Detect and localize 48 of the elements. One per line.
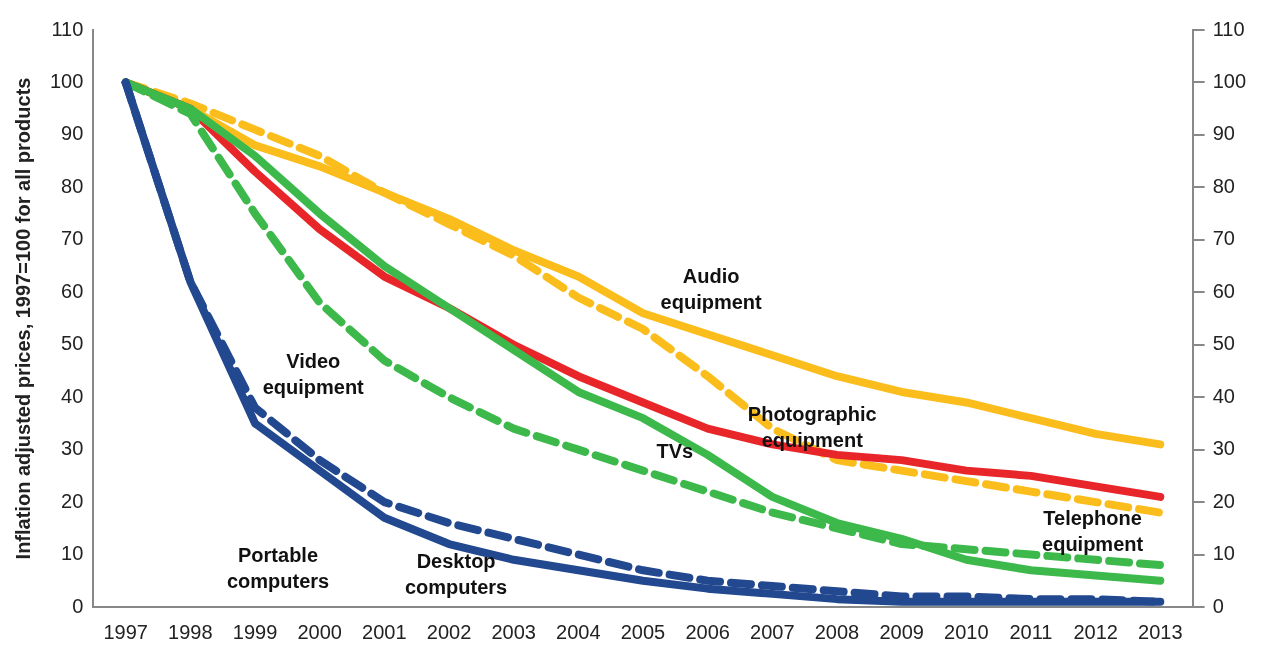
- y-axis-title: Inflation adjusted prices, 1997=100 for all products: [11, 77, 34, 560]
- x-tick-label: 1998: [168, 620, 213, 643]
- x-tick-label: 2013: [1138, 620, 1183, 643]
- y2-tick-label: 20: [1212, 489, 1235, 512]
- series-label: TVs: [656, 439, 694, 462]
- y2-tick-label: 0: [1212, 594, 1224, 617]
- y2-tick-label: 30: [1212, 437, 1235, 460]
- y-tick-label: 20: [61, 489, 84, 512]
- y-tick-label: 90: [61, 122, 84, 145]
- x-tick-label: 2000: [297, 620, 342, 643]
- y2-tick-label: 50: [1212, 332, 1235, 355]
- y-tick-label: 70: [61, 227, 84, 250]
- y2-tick-label: 10: [1212, 542, 1235, 565]
- y2-tick-label: 90: [1212, 122, 1235, 145]
- y-tick-label: 80: [61, 174, 84, 197]
- x-tick-label: 2003: [491, 620, 536, 643]
- y2-tick-label: 80: [1212, 174, 1235, 197]
- y-tick-label: 110: [51, 17, 84, 40]
- x-tick-label: 2008: [814, 620, 860, 643]
- y-tick-label: 60: [61, 279, 84, 302]
- y-tick-label: 100: [49, 69, 84, 92]
- y2-tick-label: 40: [1212, 384, 1235, 407]
- y-tick-label: 50: [61, 332, 84, 355]
- series-label: Telephone equipment: [1042, 506, 1144, 555]
- y2-tick-label: 110: [1212, 17, 1245, 40]
- x-tick-label: 2012: [1073, 620, 1118, 643]
- series-label: Audio equipment: [660, 264, 763, 313]
- x-tick-label: 2009: [879, 620, 924, 643]
- x-tick-label: 1999: [232, 620, 278, 643]
- x-tick-label: 2006: [685, 620, 730, 643]
- series-label: Desktop computers: [405, 549, 508, 598]
- x-tick-label: 1997: [103, 620, 148, 643]
- x-tick-label: 2011: [1009, 620, 1053, 643]
- x-tick-label: 2010: [944, 620, 989, 643]
- y-tick-label: 0: [72, 594, 84, 617]
- y2-tick-label: 70: [1212, 227, 1235, 250]
- y2-tick-label: 60: [1212, 279, 1235, 302]
- x-tick-label: 2005: [620, 620, 666, 643]
- y-tick-label: 40: [61, 384, 84, 407]
- series-label: Video equipment: [262, 349, 365, 398]
- y-tick-label: 30: [61, 437, 84, 460]
- x-tick-label: 2002: [426, 620, 472, 643]
- y-tick-label: 10: [61, 542, 84, 565]
- text: Portable computers: [226, 544, 330, 593]
- x-tick-label: 2001: [362, 620, 407, 643]
- x-tick-label: 2007: [750, 620, 795, 643]
- x-tick-label: 2004: [556, 620, 601, 643]
- y2-tick-label: 100: [1212, 69, 1247, 92]
